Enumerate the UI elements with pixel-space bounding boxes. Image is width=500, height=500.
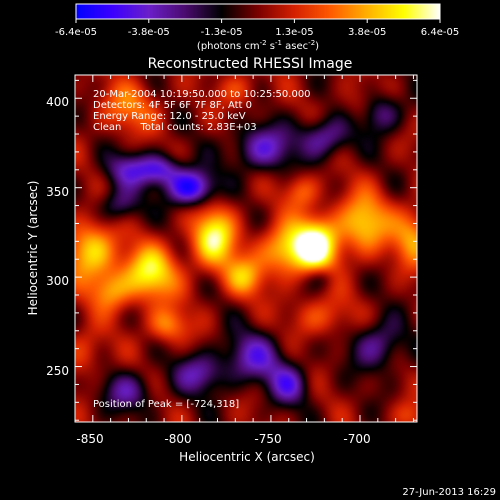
- x-axis-label: Heliocentric X (arcsec): [179, 450, 315, 464]
- y-tick-label: 300: [46, 274, 69, 288]
- info-energy-range: Energy Range: 12.0 - 25.0 keV: [93, 111, 246, 122]
- info-clean-counts: Clean Total counts: 2.83E+03: [93, 122, 257, 133]
- x-tick-label: -750: [254, 432, 281, 446]
- colorbar-ticks: [75, 19, 441, 23]
- chart-title: Reconstructed RHESSI Image: [148, 56, 353, 72]
- y-tick-label: 400: [46, 95, 69, 109]
- colorbar: -6.4e-05 -3.8e-05 -1.3e-05 1.3e-05 3.8e-…: [55, 3, 459, 52]
- colorbar-gradient: [76, 4, 440, 19]
- colorbar-tick-label: -3.8e-05: [128, 27, 170, 38]
- x-tick-label: -850: [76, 432, 103, 446]
- axis-ticks: [75, 75, 417, 422]
- info-time-range: 20-Mar-2004 10:19:50.000 to 10:25:50.000: [93, 89, 311, 100]
- colorbar-units: (photons cm-2 s-1 asec-2): [197, 39, 319, 52]
- colorbar-tick-label: -6.4e-05: [55, 27, 97, 38]
- x-tick-label: -800: [164, 432, 191, 446]
- heatmap-image: [75, 75, 417, 422]
- colorbar-tick-label: 6.4e-05: [421, 27, 459, 38]
- info-detectors: Detectors: 4F 5F 6F 7F 8F, Att 0: [93, 100, 252, 111]
- peak-position: Position of Peak = [-724,318]: [93, 399, 239, 410]
- y-axis-label: Heliocentric Y (arcsec): [26, 181, 40, 316]
- y-tick-label: 250: [46, 364, 69, 378]
- colorbar-frame: [75, 3, 441, 20]
- colorbar-tick-label: -1.3e-05: [201, 27, 243, 38]
- colorbar-tick-label: 1.3e-05: [275, 27, 313, 38]
- x-tick-label: -700: [343, 432, 370, 446]
- y-tick-label: 350: [46, 185, 69, 199]
- plot-frame: [74, 74, 418, 423]
- footer-timestamp: 27-Jun-2013 16:29: [402, 487, 496, 498]
- colorbar-tick-label: 3.8e-05: [348, 27, 386, 38]
